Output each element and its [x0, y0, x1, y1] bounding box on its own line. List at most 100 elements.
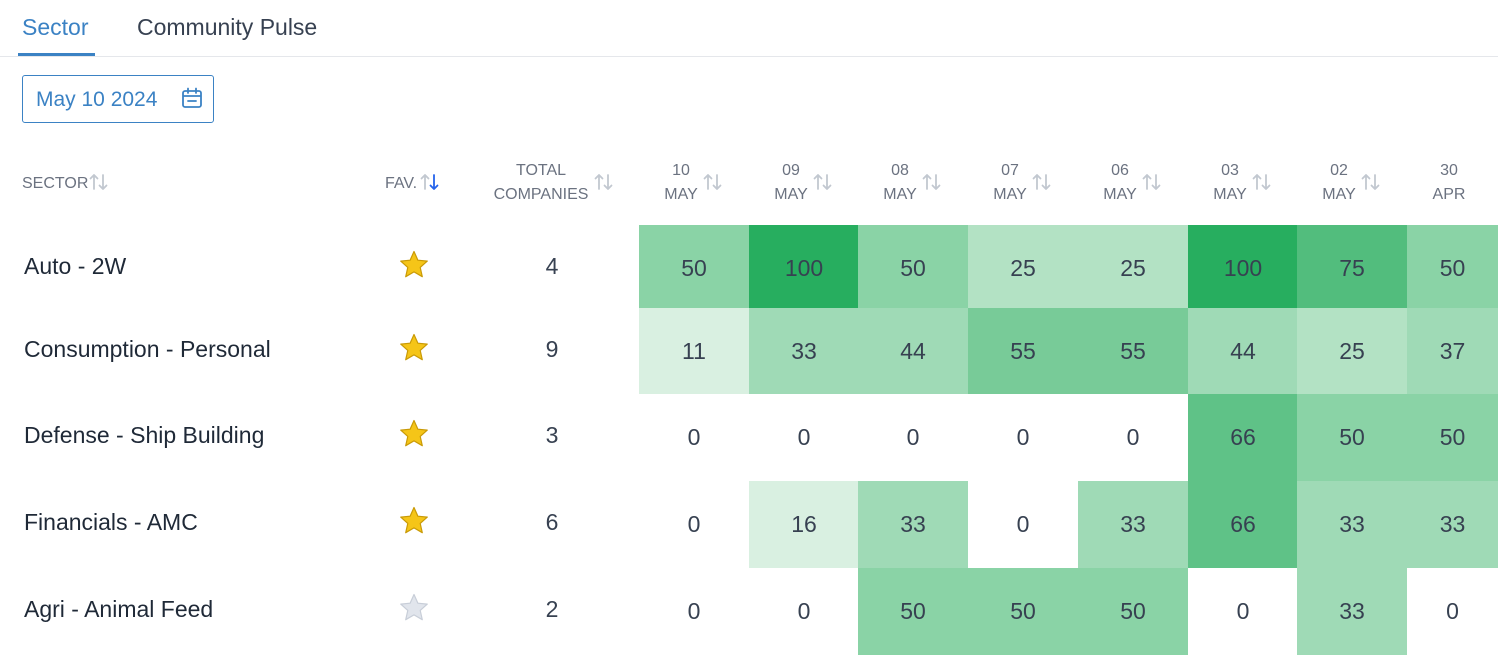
heatmap-cell: 33	[1297, 481, 1407, 568]
sector-name[interactable]: Financials - AMC	[24, 509, 198, 535]
sector-name[interactable]: Consumption - Personal	[24, 336, 271, 362]
favorite-star-icon[interactable]	[398, 332, 430, 364]
heatmap-cell: 0	[749, 568, 859, 655]
sort-date-icon[interactable]	[1251, 171, 1273, 193]
sort-fav-icon[interactable]	[419, 171, 441, 193]
sector-name[interactable]: Defense - Ship Building	[24, 422, 265, 448]
favorite-star-icon[interactable]	[398, 592, 430, 624]
sort-sector-icon[interactable]	[88, 171, 110, 193]
column-header-month: MAY	[1213, 186, 1247, 203]
heatmap-cell: 0	[1407, 568, 1498, 655]
favorite-star-icon[interactable]	[398, 249, 430, 281]
column-header-total-line2: COMPANIES	[493, 186, 589, 203]
column-header-day: 03	[1221, 162, 1239, 179]
column-header-day: 10	[672, 162, 690, 179]
heatmap-cell: 55	[1078, 308, 1188, 395]
heatmap-cell: 50	[858, 225, 968, 312]
heatmap-cell: 25	[968, 225, 1078, 312]
date-picker[interactable]: May 10 2024	[22, 75, 214, 123]
heatmap-cell: 33	[1407, 481, 1498, 568]
heatmap-cell: 16	[749, 481, 859, 568]
heatmap-cell: 33	[1297, 568, 1407, 655]
active-tab-indicator	[18, 53, 95, 56]
heatmap-cell: 66	[1188, 394, 1298, 481]
column-header-month: MAY	[993, 186, 1027, 203]
column-header-day: 08	[891, 162, 909, 179]
sort-date-icon[interactable]	[812, 171, 834, 193]
column-header-day: 02	[1330, 162, 1348, 179]
heatmap-cell: 50	[858, 568, 968, 655]
column-header-month: MAY	[774, 186, 808, 203]
heatmap-cell: 100	[749, 225, 859, 312]
total-companies-value: 6	[545, 509, 559, 535]
sort-date-icon[interactable]	[1141, 171, 1163, 193]
tab-bar: Sector Community Pulse	[0, 0, 1498, 57]
total-companies-value: 3	[545, 422, 559, 448]
heatmap-cell: 0	[639, 568, 749, 655]
favorite-star-icon[interactable]	[398, 505, 430, 537]
heatmap-cell: 44	[858, 308, 968, 395]
tab-community-pulse[interactable]: Community Pulse	[137, 14, 318, 40]
heatmap-cell: 25	[1078, 225, 1188, 312]
heatmap-cell: 55	[968, 308, 1078, 395]
column-header-month: MAY	[883, 186, 917, 203]
heatmap-cell: 0	[968, 394, 1078, 481]
column-header-day: 06	[1111, 162, 1129, 179]
column-header-date[interactable]: 10 MAY	[656, 159, 706, 207]
heatmap-cell: 0	[1188, 568, 1298, 655]
sort-date-icon[interactable]	[1360, 171, 1382, 193]
heatmap-cell: 25	[1297, 308, 1407, 395]
tab-sector[interactable]: Sector	[22, 14, 89, 40]
sort-date-icon[interactable]	[702, 171, 724, 193]
column-header-day: 09	[782, 162, 800, 179]
column-header-date[interactable]: 09 MAY	[766, 159, 816, 207]
column-header-date[interactable]: 02 MAY	[1314, 159, 1364, 207]
heatmap-cell: 66	[1188, 481, 1298, 568]
column-header-month: APR	[1432, 186, 1466, 203]
total-companies-value: 9	[545, 336, 559, 362]
sector-name[interactable]: Agri - Animal Feed	[24, 596, 214, 622]
column-header-date[interactable]: 08 MAY	[875, 159, 925, 207]
sector-name[interactable]: Auto - 2W	[24, 253, 127, 279]
sort-date-icon[interactable]	[1031, 171, 1053, 193]
column-header-day: 07	[1001, 162, 1019, 179]
sort-total-icon[interactable]	[593, 171, 615, 193]
heatmap-cell: 50	[1078, 568, 1188, 655]
total-companies-value: 4	[545, 253, 559, 279]
column-header-date[interactable]: 30 APR	[1424, 159, 1474, 207]
heatmap-cell: 11	[639, 308, 749, 395]
heatmap-cell: 44	[1188, 308, 1298, 395]
sort-date-icon[interactable]	[921, 171, 943, 193]
column-header-sector[interactable]: SECTOR	[22, 175, 89, 192]
heatmap-cell: 50	[1297, 394, 1407, 481]
heatmap-cell: 75	[1297, 225, 1407, 312]
heatmap-cell: 0	[968, 481, 1078, 568]
heatmap-cell: 33	[1078, 481, 1188, 568]
column-header-day: 30	[1440, 162, 1458, 179]
heatmap-cell: 50	[1407, 394, 1498, 481]
column-header-month: MAY	[664, 186, 698, 203]
heatmap-cell: 0	[1078, 394, 1188, 481]
column-header-date[interactable]: 03 MAY	[1205, 159, 1255, 207]
column-header-month: MAY	[1103, 186, 1137, 203]
heatmap-cell: 37	[1407, 308, 1498, 395]
column-header-fav[interactable]: FAV.	[385, 175, 418, 192]
heatmap-cell: 50	[968, 568, 1078, 655]
heatmap-cell: 0	[858, 394, 968, 481]
heatmap-cell: 33	[749, 308, 859, 395]
heatmap-cell: 33	[858, 481, 968, 568]
column-header-date[interactable]: 06 MAY	[1095, 159, 1145, 207]
column-header-total-companies[interactable]: TOTAL COMPANIES	[488, 159, 594, 207]
column-header-month: MAY	[1322, 186, 1356, 203]
column-header-date[interactable]: 07 MAY	[985, 159, 1035, 207]
favorite-star-icon[interactable]	[398, 418, 430, 450]
calendar-icon	[182, 87, 202, 108]
column-header-total-line1: TOTAL	[515, 162, 567, 179]
date-picker-value: May 10 2024	[36, 88, 158, 111]
total-companies-value: 2	[545, 596, 559, 622]
heatmap-cell: 100	[1188, 225, 1298, 312]
heatmap-cell: 50	[639, 225, 749, 312]
heatmap-cell: 0	[639, 481, 749, 568]
heatmap-cell: 0	[639, 394, 749, 481]
heatmap-cell: 0	[749, 394, 859, 481]
